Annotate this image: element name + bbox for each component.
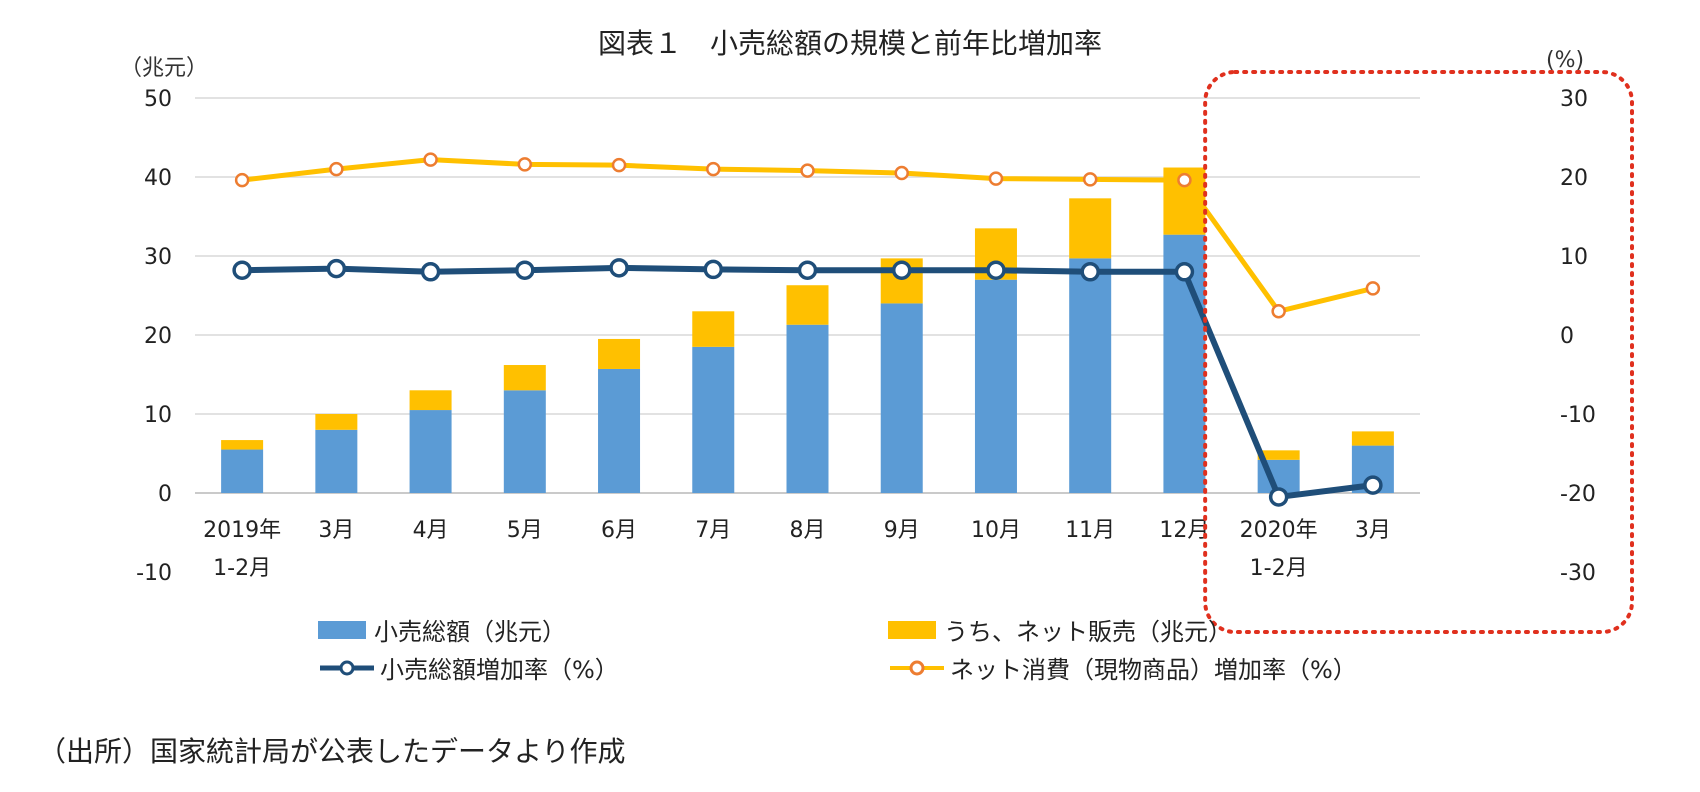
right-axis-tick-label: 0 xyxy=(1560,324,1574,349)
retail-growth-point xyxy=(420,262,441,282)
bar-online-sales xyxy=(503,365,546,391)
bar-retail-total xyxy=(880,303,923,493)
online-growth-point xyxy=(800,163,815,178)
left-axis-tick-label: 0 xyxy=(158,482,172,507)
legend-item-retail-total: 小売総額（兆元） xyxy=(318,612,566,647)
right-axis-tick-label: -10 xyxy=(1560,403,1596,428)
online-growth-point xyxy=(423,152,438,167)
x-axis-tick-label-sub: 1-2月 xyxy=(1250,556,1308,581)
left-axis-tick-label: 20 xyxy=(144,324,172,349)
bar-online-sales xyxy=(786,285,829,325)
bar-retail-total xyxy=(1069,258,1112,493)
left-axis-tick-label: 50 xyxy=(144,87,172,112)
bar-retail-total xyxy=(315,429,358,493)
bar-online-sales xyxy=(598,338,641,369)
x-axis-tick-label: 11月 xyxy=(1065,518,1115,543)
x-axis-tick-label: 3月 xyxy=(1355,518,1391,543)
legend-line-marker xyxy=(909,660,925,675)
x-axis-tick-label: 2020年 xyxy=(1240,518,1318,543)
left-axis-unit: （兆元） xyxy=(120,56,209,81)
retail-growth-point xyxy=(797,260,818,280)
x-axis-tick-label-sub: 1-2月 xyxy=(213,556,271,581)
legend-swatch-navy-line xyxy=(320,660,374,675)
retail-growth-point xyxy=(326,258,347,279)
online-growth-point xyxy=(1082,172,1098,187)
x-axis-tick-label: 8月 xyxy=(790,518,826,543)
retail-growth-point xyxy=(515,260,535,280)
bar-retail-total xyxy=(221,449,264,493)
retail-growth-point xyxy=(703,259,724,280)
bar-online-sales xyxy=(1069,198,1112,259)
left-axis-tick-label: -10 xyxy=(136,561,172,586)
left-axis-tick-label: 10 xyxy=(144,403,172,428)
retail-growth-point xyxy=(232,260,252,280)
chart-title: 図表１ 小売総額の規模と前年比増加率 xyxy=(597,27,1102,60)
bar-retail-total xyxy=(974,279,1017,493)
bar-online-sales xyxy=(1257,450,1300,460)
legend-swatch-yellow-line xyxy=(890,660,944,675)
x-axis-tick-label: 3月 xyxy=(318,518,354,543)
retail-growth-point xyxy=(1268,487,1289,507)
x-axis-tick-label: 5月 xyxy=(507,518,543,543)
x-axis-tick-label: 10月 xyxy=(971,518,1021,543)
legend-label-online-sales: うち、ネット販売（兆元） xyxy=(944,618,1232,646)
bar-online-sales xyxy=(1351,431,1394,446)
right-axis-tick-label: 20 xyxy=(1560,166,1588,191)
bar-online-sales xyxy=(315,414,358,430)
bar-retail-total xyxy=(786,324,829,493)
legend-item-online-growth: ネット消費（現物商品）増加率（%） xyxy=(888,650,1357,685)
bar-retail-total xyxy=(598,368,641,493)
bar-online-sales xyxy=(221,440,264,450)
bar-retail-total xyxy=(409,410,452,493)
online-growth-point xyxy=(706,161,721,177)
bar-retail-total xyxy=(503,390,546,493)
online-growth-point xyxy=(1177,172,1192,188)
right-axis-tick-label: 10 xyxy=(1560,245,1588,270)
legend-swatch-blue-bar xyxy=(318,620,366,639)
retail-growth-point xyxy=(609,258,629,278)
legend-label-retail-total: 小売総額（兆元） xyxy=(374,618,566,646)
x-axis-tick-label: 4月 xyxy=(413,518,449,543)
x-axis-tick-label: 2019年 xyxy=(203,518,281,543)
online-growth-point xyxy=(894,165,909,181)
right-axis-tick-label: 30 xyxy=(1560,87,1588,112)
right-axis-tick-label: -30 xyxy=(1560,561,1596,586)
legend-item-retail-growth: 小売総額増加率（%） xyxy=(318,650,619,685)
x-axis-tick-label: 9月 xyxy=(884,518,920,543)
legend-label-online-growth: ネット消費（現物商品）増加率（%） xyxy=(950,656,1357,684)
bar-online-sales xyxy=(692,311,735,347)
retail-growth-point xyxy=(891,260,912,280)
online-growth-point xyxy=(1271,304,1286,319)
bar-online-sales xyxy=(409,390,452,411)
highlight-box xyxy=(1203,70,1634,634)
online-growth-point xyxy=(517,157,533,172)
bar-retail-total xyxy=(692,346,735,493)
right-axis-tick-label: -20 xyxy=(1560,482,1596,507)
online-growth-point xyxy=(1365,281,1381,296)
online-growth-point xyxy=(988,171,1004,186)
left-axis-tick-label: 30 xyxy=(144,245,172,270)
source-note: （出所）国家統計局が公表したデータより作成 xyxy=(38,735,626,768)
x-axis-tick-label: 7月 xyxy=(695,518,731,543)
legend-line-marker xyxy=(339,660,355,675)
x-axis-tick-label: 6月 xyxy=(601,518,637,543)
online-growth-point xyxy=(329,161,344,177)
retail-growth-point xyxy=(986,260,1006,280)
legend-label-retail-growth: 小売総額増加率（%） xyxy=(380,656,619,684)
legend-item-online-sales: うち、ネット販売（兆元） xyxy=(888,612,1232,647)
x-axis-tick-label: 12月 xyxy=(1159,518,1209,543)
right-axis-unit: (%) xyxy=(1546,48,1585,73)
retail-growth-point xyxy=(1174,262,1195,282)
left-axis-tick-label: 40 xyxy=(144,166,172,191)
legend-swatch-yellow-bar xyxy=(888,620,936,639)
online-growth-point xyxy=(611,157,627,173)
retail-growth-point xyxy=(1363,475,1383,495)
retail-growth-point xyxy=(1080,262,1100,282)
online-growth-point xyxy=(234,172,250,188)
